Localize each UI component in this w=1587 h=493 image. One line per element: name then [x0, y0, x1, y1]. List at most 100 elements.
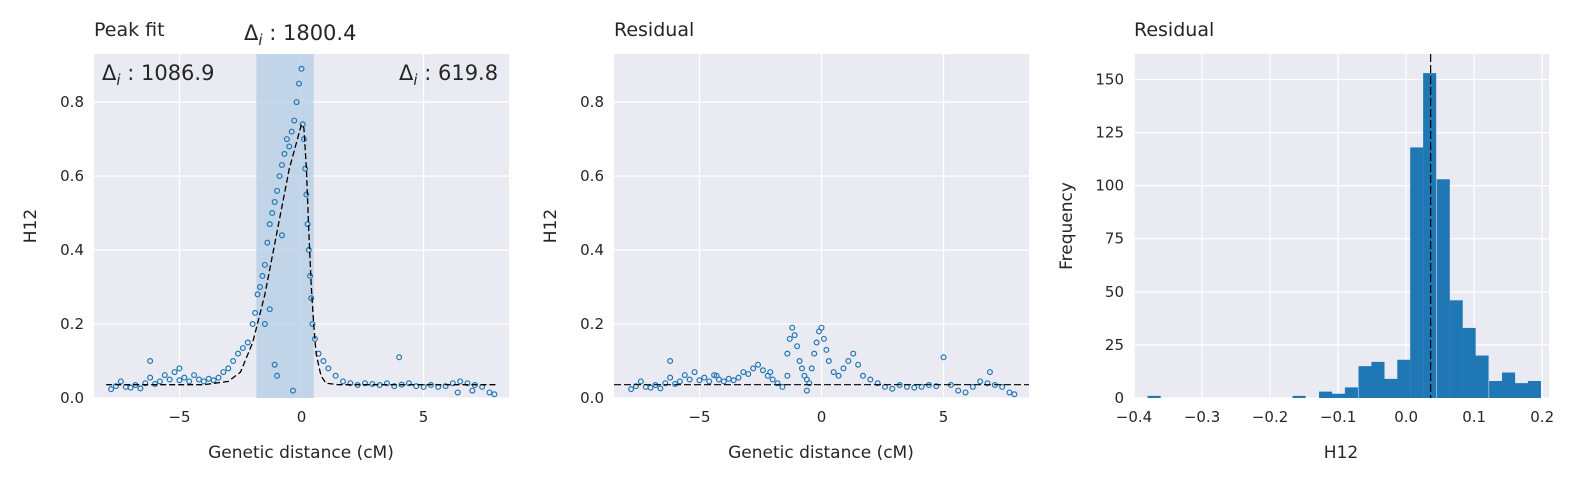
data-point	[667, 374, 674, 381]
data-point	[806, 380, 813, 387]
y-tick-label: 50	[1105, 283, 1124, 301]
data-point	[332, 372, 339, 379]
data-point	[767, 369, 774, 376]
data-point	[969, 383, 976, 390]
data-point	[803, 387, 810, 394]
data-point	[755, 361, 762, 368]
data-point	[628, 386, 635, 393]
x-tick-label: 5	[419, 408, 429, 426]
y-tick-label: 0.8	[60, 93, 84, 111]
data-point	[845, 358, 852, 365]
data-point	[955, 387, 962, 394]
data-point	[874, 380, 881, 387]
annotation-center-delta: Δ	[244, 21, 259, 45]
annotation-center-window: Δi : 1800.4	[244, 21, 356, 49]
y-tick-label: 0.8	[580, 93, 604, 111]
data-point	[794, 343, 801, 350]
histogram-bar	[1462, 327, 1476, 398]
data-point	[259, 272, 266, 279]
data-point	[261, 261, 268, 268]
data-point	[195, 376, 202, 383]
data-point	[933, 383, 940, 390]
residual-scatter-x-label: Genetic distance (cM)	[728, 443, 914, 463]
data-point	[325, 365, 332, 372]
data-point	[383, 380, 390, 387]
data-point	[889, 385, 896, 392]
data-point	[244, 339, 251, 346]
data-point	[137, 385, 144, 392]
data-point	[264, 239, 271, 246]
data-point	[1006, 389, 1013, 396]
data-point	[820, 335, 827, 342]
data-point	[681, 372, 688, 379]
data-point	[252, 309, 259, 316]
data-point	[298, 65, 305, 72]
data-point	[442, 383, 449, 390]
data-point	[637, 378, 644, 385]
data-point	[840, 365, 847, 372]
data-point	[239, 345, 246, 352]
data-point	[808, 365, 815, 372]
histogram-bar	[1410, 147, 1424, 398]
y-tick-label: 0.0	[60, 389, 84, 407]
residual-histogram-grid	[1133, 54, 1549, 399]
data-point	[309, 321, 316, 328]
residual-histogram-ticks: −0.4 −0.3 −0.2 −0.1 0.0 0.1 0.2 0 25 50 75 100 125 15…	[1095, 70, 1554, 426]
data-point	[657, 385, 664, 392]
data-point	[686, 376, 693, 383]
data-point	[186, 378, 193, 385]
data-point	[706, 378, 713, 385]
data-point	[254, 291, 261, 298]
residual-scatter-panel: −5 0 5 0.0 0.2 0.4 0.6 0.8 Residual Genetic dis…	[541, 19, 1029, 463]
data-point	[835, 372, 842, 379]
data-point	[977, 378, 984, 385]
data-point	[672, 380, 679, 387]
data-point	[784, 372, 791, 379]
data-point	[859, 372, 866, 379]
histogram-bar	[1436, 179, 1450, 398]
x-tick-label: 5	[939, 408, 949, 426]
residual-scatter-title: Residual	[614, 19, 694, 41]
data-point	[347, 380, 354, 387]
data-point	[457, 378, 464, 385]
y-tick-label: 0.6	[60, 167, 84, 185]
data-point	[791, 332, 798, 339]
peak-fit-x-label: Genetic distance (cM)	[208, 443, 394, 463]
data-point	[918, 383, 925, 390]
annotation-left-value: : 1086.9	[121, 61, 215, 85]
data-point	[235, 350, 242, 357]
data-point	[986, 369, 993, 376]
data-point	[161, 372, 168, 379]
data-point	[413, 383, 420, 390]
y-tick-label: 25	[1105, 336, 1124, 354]
data-point	[786, 335, 793, 342]
data-point	[269, 210, 276, 217]
histogram-bar	[1292, 395, 1306, 398]
data-point	[281, 150, 288, 157]
data-point	[396, 354, 403, 361]
data-point	[486, 389, 493, 396]
histogram-bar	[1331, 393, 1346, 398]
histogram-bar	[1423, 73, 1437, 398]
data-point	[361, 380, 368, 387]
histogram-bar	[1358, 366, 1372, 398]
data-point	[276, 173, 283, 180]
data-point	[171, 369, 178, 376]
data-point	[200, 378, 207, 385]
data-point	[784, 350, 791, 357]
x-tick-label: −0.3	[1184, 408, 1220, 426]
data-point	[181, 374, 188, 381]
data-point	[266, 221, 273, 228]
data-point	[984, 380, 991, 387]
data-point	[420, 383, 427, 390]
data-point	[261, 321, 268, 328]
data-point	[147, 374, 154, 381]
data-point	[999, 383, 1006, 390]
annotation-right-sub: i	[413, 71, 418, 89]
y-tick-label: 0.4	[60, 241, 84, 259]
residual-histogram-x-label: H12	[1324, 443, 1358, 463]
histogram-bar	[1147, 395, 1161, 398]
data-point	[449, 380, 456, 387]
data-point	[288, 128, 295, 135]
